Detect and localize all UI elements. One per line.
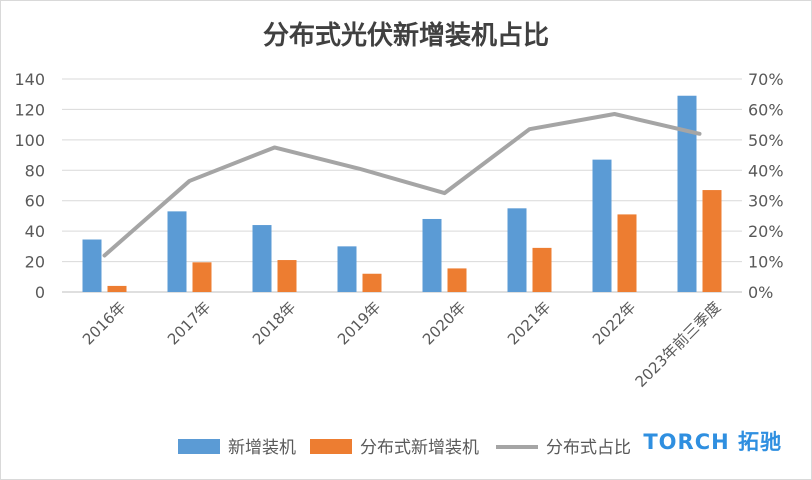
bar-new-install-6 bbox=[592, 159, 612, 292]
y-right-tick-label: 20% bbox=[748, 222, 784, 241]
line-series bbox=[102, 111, 702, 258]
bar-new-install-1 bbox=[167, 211, 187, 292]
y-left-tick-label: 60 bbox=[25, 192, 45, 211]
bar-new-install-3 bbox=[337, 246, 357, 292]
y-right-tick-label: 10% bbox=[748, 253, 784, 272]
line-distributed-share bbox=[102, 111, 702, 258]
y-right-tick-label: 50% bbox=[748, 131, 784, 150]
legend-swatch-0 bbox=[178, 439, 220, 454]
x-tick-label: 2018年 bbox=[249, 298, 299, 348]
bar-new-install-5 bbox=[507, 208, 527, 292]
x-tick-label: 2021年 bbox=[504, 298, 554, 348]
bar-new-install-4 bbox=[422, 218, 442, 292]
bar-distributed-4 bbox=[447, 268, 467, 292]
y-right-tick-label: 30% bbox=[748, 192, 784, 211]
y-right-tick-label: 70% bbox=[748, 70, 784, 89]
gridlines bbox=[62, 78, 742, 293]
y-axis-left: 0 20 40 60 80 100 120 140 bbox=[14, 70, 45, 302]
bar-distributed-0 bbox=[107, 285, 127, 292]
y-left-tick-label: 140 bbox=[14, 70, 45, 89]
y-axis-right: 0% 10% 20% 30% 40% 50% 60% 70% bbox=[748, 70, 784, 302]
bar-distributed-3 bbox=[362, 273, 382, 292]
x-tick-label: 2019年 bbox=[334, 298, 384, 348]
y-right-tick-label: 60% bbox=[748, 100, 784, 119]
y-left-tick-label: 100 bbox=[14, 131, 45, 150]
bar-new-install-7 bbox=[677, 95, 697, 292]
legend-label-1: 分布式新增装机 bbox=[360, 438, 479, 458]
y-left-tick-label: 40 bbox=[25, 222, 45, 241]
bar-series bbox=[82, 95, 722, 292]
legend-label-0: 新增装机 bbox=[228, 438, 296, 458]
chart-title: 分布式光伏新增装机占比 bbox=[263, 20, 549, 51]
x-tick-label: 2020年 bbox=[419, 298, 469, 348]
y-left-tick-label: 120 bbox=[14, 100, 45, 119]
y-left-tick-label: 0 bbox=[35, 283, 45, 302]
bar-distributed-6 bbox=[617, 214, 637, 292]
bar-distributed-2 bbox=[277, 260, 297, 292]
legend: 新增装机 分布式新增装机 分布式占比 bbox=[178, 438, 631, 458]
y-left-tick-label: 80 bbox=[25, 161, 45, 180]
legend-swatch-1 bbox=[310, 439, 352, 454]
x-tick-label: 2016年 bbox=[79, 298, 129, 348]
bar-new-install-2 bbox=[252, 225, 272, 292]
y-left-tick-label: 20 bbox=[25, 253, 45, 272]
bar-distributed-1 bbox=[192, 262, 212, 292]
x-tick-label: 2017年 bbox=[164, 298, 214, 348]
x-axis-labels: 2016年 2017年 2018年 2019年 2020年 2021年 2022年2023年… bbox=[79, 298, 724, 391]
bar-new-install-0 bbox=[82, 239, 102, 292]
legend-label-2: 分布式占比 bbox=[546, 438, 631, 458]
bar-distributed-7 bbox=[702, 190, 722, 292]
bar-distributed-5 bbox=[532, 247, 552, 292]
y-right-tick-label: 0% bbox=[748, 283, 773, 302]
x-tick-label: 2022年 bbox=[589, 298, 639, 348]
x-tick-label: 2023年前三季度 bbox=[632, 298, 725, 391]
torch-brand-logo: TORCH 拓驰 bbox=[643, 430, 782, 454]
y-right-tick-label: 40% bbox=[748, 161, 784, 180]
